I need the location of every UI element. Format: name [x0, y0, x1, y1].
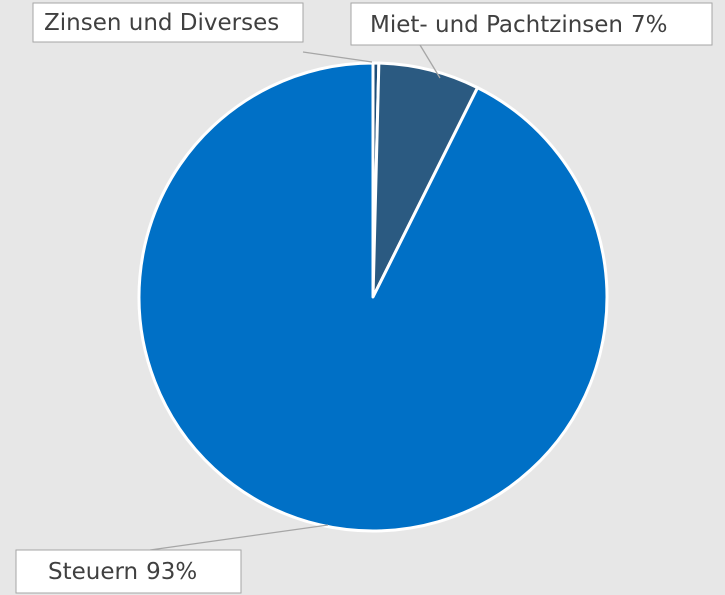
value-label: 7% — [631, 12, 668, 38]
leader-line — [302, 51, 373, 63]
leader-line — [419, 44, 441, 79]
category-label: Zinsen und Diverses — [44, 10, 279, 36]
pie-slice — [371, 61, 480, 299]
data-label: Steuern 93% — [48, 559, 197, 585]
data-label-box — [350, 2, 713, 46]
data-label: Miet- und Pachtzinsen 7% — [370, 12, 668, 38]
pie-slice — [137, 61, 609, 533]
category-label: Miet- und Pachtzinsen — [370, 12, 623, 38]
data-label: Zinsen und Diverses — [44, 10, 279, 36]
data-label-box — [32, 2, 304, 43]
category-label: Steuern — [48, 559, 138, 585]
value-label: 93% — [146, 559, 197, 585]
data-label-box — [15, 549, 242, 594]
leader-line — [149, 524, 329, 551]
